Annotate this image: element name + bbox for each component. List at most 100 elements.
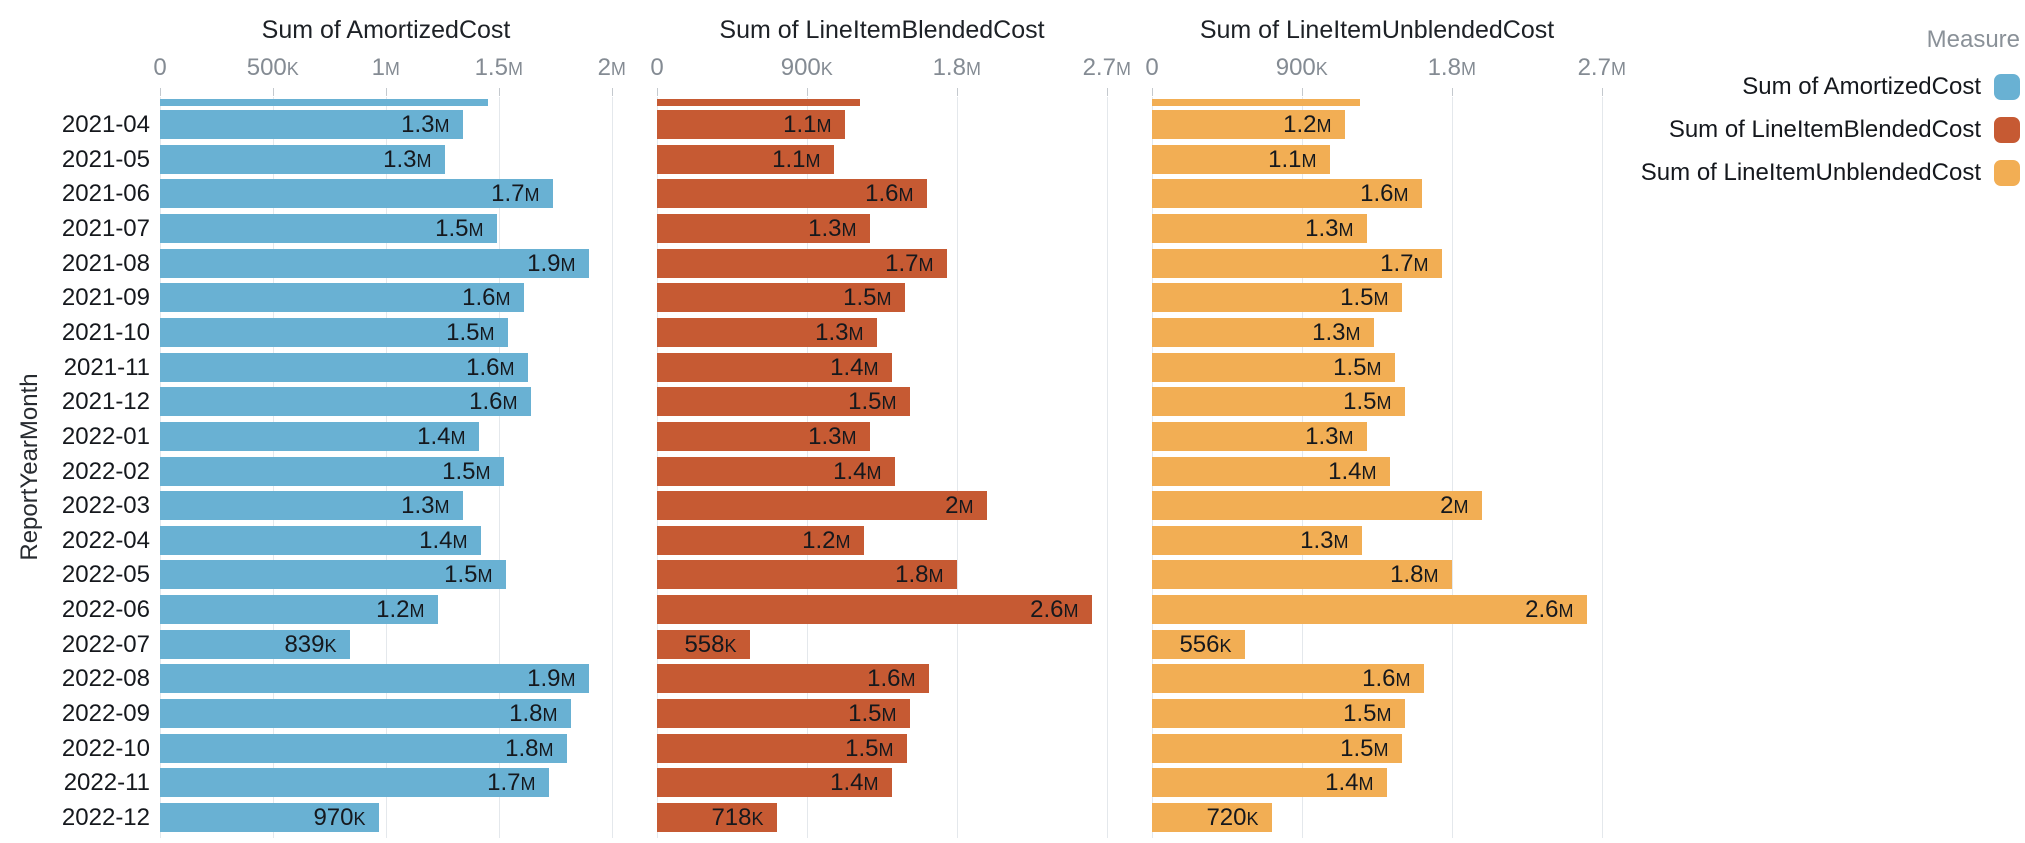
bar-2022-12-panel3[interactable]: 720k (1152, 803, 1272, 832)
unit-suffix: m (1358, 774, 1374, 794)
bar-2022-10-panel3[interactable]: 1.5m (1152, 734, 1402, 763)
clipped-top-bar[interactable] (160, 99, 488, 106)
bar-value-label: 1.5m (848, 700, 897, 727)
bar-2021-09-panel2[interactable]: 1.5m (657, 283, 905, 312)
bar-value-label: 1.5m (1340, 735, 1389, 762)
category-label-2022-03: 2022-03 (61, 492, 150, 519)
bar-2022-08-panel2[interactable]: 1.6m (657, 664, 929, 693)
legend-item-1[interactable]: Sum of AmortizedCost (1742, 72, 2020, 102)
bar-2022-08-panel1[interactable]: 1.9m (160, 664, 589, 693)
bar-2021-08-panel3[interactable]: 1.7m (1152, 249, 1442, 278)
bar-2021-11-panel1[interactable]: 1.6m (160, 353, 528, 382)
bar-2021-11-panel3[interactable]: 1.5m (1152, 353, 1395, 382)
axis-tick-label: 2.7m (1082, 54, 1132, 81)
bar-2022-10-panel1[interactable]: 1.8m (160, 734, 567, 763)
bar-value-label: 1.7m (487, 769, 536, 796)
bar-2021-04-panel1[interactable]: 1.3m (160, 110, 463, 139)
bar-2022-12-panel1[interactable]: 970k (160, 803, 379, 832)
unit-suffix: m (1345, 324, 1361, 344)
bar-2022-11-panel1[interactable]: 1.7m (160, 768, 549, 797)
bar-2022-11-panel3[interactable]: 1.4m (1152, 768, 1387, 797)
bar-2022-06-panel2[interactable]: 2.6m (657, 595, 1092, 624)
bar-2021-06-panel1[interactable]: 1.7m (160, 179, 553, 208)
bar-value-label: 1.6m (469, 388, 518, 415)
unit-suffix: k (1315, 59, 1329, 79)
bar-2022-02-panel1[interactable]: 1.5m (160, 457, 504, 486)
bar-2021-04-panel2[interactable]: 1.1m (657, 110, 845, 139)
bar-2022-10-panel2[interactable]: 1.5m (657, 734, 907, 763)
unit-suffix: m (1376, 393, 1392, 413)
category-label-2022-08: 2022-08 (61, 665, 150, 692)
unit-suffix: m (384, 59, 401, 79)
bar-2022-03-panel3[interactable]: 2m (1152, 491, 1482, 520)
bar-2021-07-panel3[interactable]: 1.3m (1152, 214, 1367, 243)
axis-tick-label: 1m (371, 54, 401, 81)
bar-2021-09-panel1[interactable]: 1.6m (160, 283, 524, 312)
panel-title-1: Sum of AmortizedCost (261, 16, 511, 44)
bar-2022-01-panel1[interactable]: 1.4m (160, 422, 479, 451)
bar-2021-10-panel1[interactable]: 1.5m (160, 318, 508, 347)
unit-suffix: m (1395, 670, 1411, 690)
unit-suffix: m (881, 705, 897, 725)
legend-item-3[interactable]: Sum of LineItemUnblendedCost (1641, 158, 2020, 188)
bar-2021-12-panel1[interactable]: 1.6m (160, 387, 531, 416)
bar-2021-10-panel2[interactable]: 1.3m (657, 318, 877, 347)
gridline (1107, 97, 1108, 838)
bar-2022-05-panel3[interactable]: 1.8m (1152, 560, 1452, 589)
bar-2022-07-panel3[interactable]: 556k (1152, 630, 1245, 659)
gridline (1602, 97, 1603, 838)
bar-2021-07-panel2[interactable]: 1.3m (657, 214, 870, 243)
bar-2021-06-panel3[interactable]: 1.6m (1152, 179, 1422, 208)
bar-2022-04-panel3[interactable]: 1.3m (1152, 526, 1362, 555)
bar-2021-12-panel2[interactable]: 1.5m (657, 387, 910, 416)
bar-2022-08-panel3[interactable]: 1.6m (1152, 664, 1424, 693)
bar-2021-05-panel3[interactable]: 1.1m (1152, 145, 1330, 174)
bar-2022-02-panel2[interactable]: 1.4m (657, 457, 895, 486)
bar-2022-09-panel3[interactable]: 1.5m (1152, 699, 1405, 728)
clipped-top-bar[interactable] (1152, 99, 1360, 106)
bar-2022-06-panel1[interactable]: 1.2m (160, 595, 438, 624)
bar-2021-08-panel1[interactable]: 1.9m (160, 249, 589, 278)
bar-2022-02-panel3[interactable]: 1.4m (1152, 457, 1390, 486)
bar-2022-07-panel2[interactable]: 558k (657, 630, 750, 659)
bar-2021-12-panel3[interactable]: 1.5m (1152, 387, 1405, 416)
bar-value-label: 1.8m (1390, 561, 1439, 588)
unit-suffix: m (841, 220, 857, 240)
bar-2022-12-panel2[interactable]: 718k (657, 803, 777, 832)
bar-2022-05-panel1[interactable]: 1.5m (160, 560, 506, 589)
unit-suffix: m (1338, 428, 1354, 448)
unit-suffix: m (1453, 497, 1469, 517)
bar-value-label: 1.3m (1300, 527, 1349, 554)
bar-2021-11-panel2[interactable]: 1.4m (657, 353, 892, 382)
bar-2022-11-panel2[interactable]: 1.4m (657, 768, 892, 797)
bar-value-label: 1.7m (885, 250, 934, 277)
legend-item-2[interactable]: Sum of LineItemBlendedCost (1669, 115, 2020, 145)
bar-2021-07-panel1[interactable]: 1.5m (160, 214, 497, 243)
bar-value-label: 1.6m (867, 665, 916, 692)
clipped-top-bar[interactable] (657, 99, 860, 106)
bar-2022-06-panel3[interactable]: 2.6m (1152, 595, 1587, 624)
category-label-2021-04: 2021-04 (61, 111, 150, 138)
bar-2022-03-panel2[interactable]: 2m (657, 491, 987, 520)
axis-tick-mark (499, 88, 500, 96)
bar-2022-09-panel1[interactable]: 1.8m (160, 699, 571, 728)
bar-value-label: 1.6m (462, 284, 511, 311)
bar-2022-03-panel1[interactable]: 1.3m (160, 491, 463, 520)
bar-2021-08-panel2[interactable]: 1.7m (657, 249, 947, 278)
bar-2021-10-panel3[interactable]: 1.3m (1152, 318, 1374, 347)
bar-2021-05-panel1[interactable]: 1.3m (160, 145, 445, 174)
bar-2022-04-panel1[interactable]: 1.4m (160, 526, 481, 555)
bar-value-label: 1.4m (833, 458, 882, 485)
bar-2022-04-panel2[interactable]: 1.2m (657, 526, 864, 555)
bar-2021-06-panel2[interactable]: 1.6m (657, 179, 927, 208)
bar-2022-07-panel1[interactable]: 839k (160, 630, 350, 659)
unit-suffix: k (820, 59, 834, 79)
bar-2021-05-panel2[interactable]: 1.1m (657, 145, 834, 174)
bar-2022-09-panel2[interactable]: 1.5m (657, 699, 910, 728)
unit-suffix: m (507, 59, 524, 79)
bar-2022-01-panel2[interactable]: 1.3m (657, 422, 870, 451)
bar-2022-01-panel3[interactable]: 1.3m (1152, 422, 1367, 451)
bar-2021-09-panel3[interactable]: 1.5m (1152, 283, 1402, 312)
bar-2021-04-panel3[interactable]: 1.2m (1152, 110, 1345, 139)
bar-2022-05-panel2[interactable]: 1.8m (657, 560, 957, 589)
